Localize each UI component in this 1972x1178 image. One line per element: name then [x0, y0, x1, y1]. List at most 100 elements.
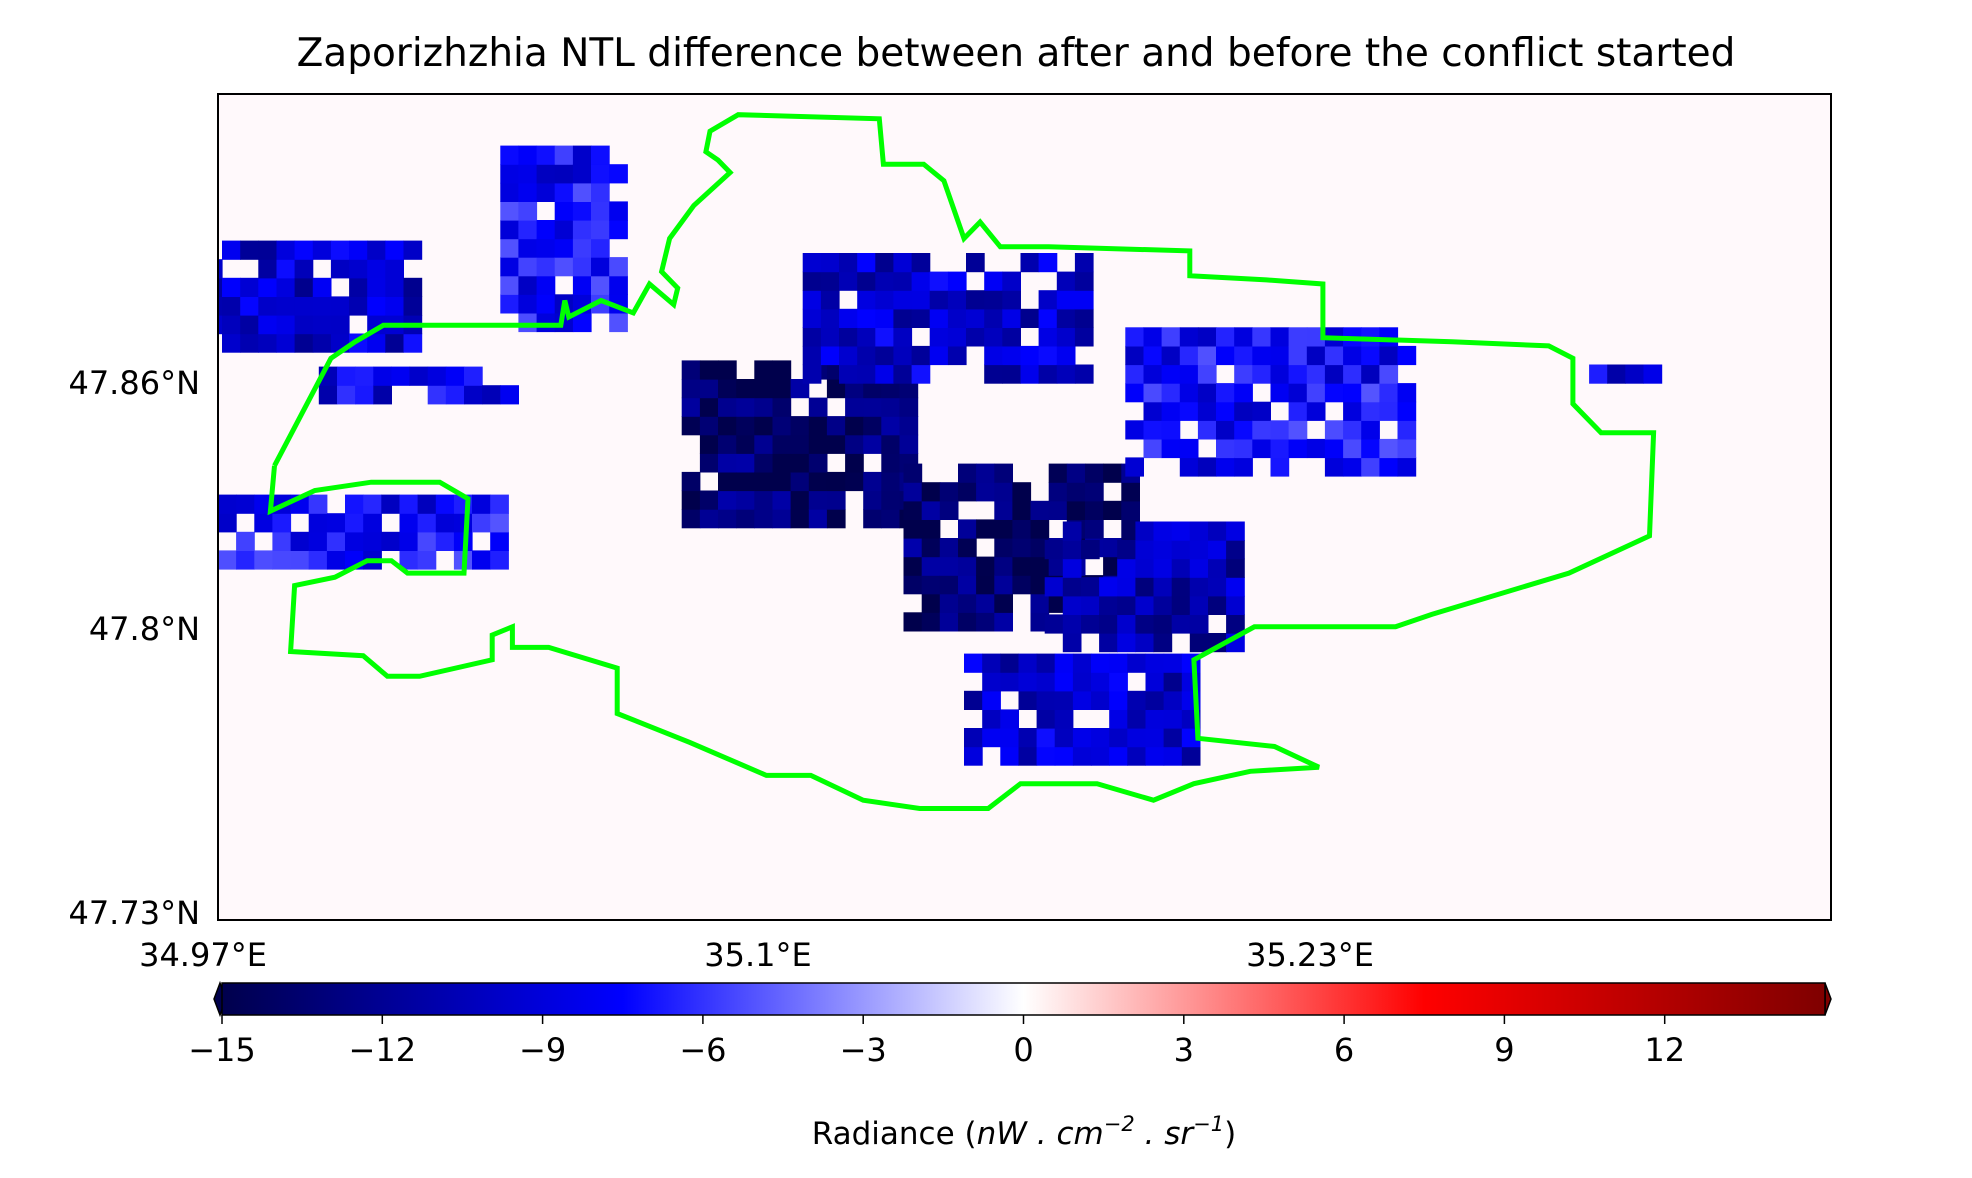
radiance-cell [863, 397, 882, 417]
radiance-cell [1625, 364, 1644, 384]
radiance-cell [1038, 327, 1058, 347]
radiance-cell [754, 379, 773, 399]
radiance-cell [1145, 709, 1165, 729]
radiance-cell [1030, 575, 1050, 595]
radiance-cell [845, 434, 864, 454]
radiance-cell [921, 593, 941, 613]
radiance-cell [1091, 746, 1110, 766]
radiance-cell [1145, 672, 1165, 692]
radiance-cell [839, 253, 858, 273]
x-axis: 34.97°E 35.1°E 35.23°E [139, 936, 1374, 974]
radiance-cell [290, 550, 310, 570]
radiance-cell [1270, 364, 1290, 384]
radiance-cell [802, 345, 822, 366]
radiance-cell [1002, 290, 1021, 310]
radiance-cell [1361, 438, 1380, 459]
radiance-cell [857, 364, 876, 384]
radiance-cell [921, 482, 941, 502]
radiance-cell [1038, 364, 1058, 384]
radiance-cell [276, 240, 296, 260]
radiance-cell [345, 531, 364, 551]
radiance-cell [1163, 728, 1183, 748]
radiance-cell [875, 290, 894, 310]
radiance-cell [736, 509, 755, 529]
radiance-cell [1081, 595, 1100, 615]
radiance-cell [754, 490, 773, 510]
radiance-cell [1324, 383, 1344, 403]
radiance-cell [1038, 345, 1058, 366]
radiance-cell [1379, 327, 1399, 347]
zaporizhzhia-boundary-line [267, 112, 1657, 811]
radiance-cell [1197, 383, 1217, 403]
radiance-cell [820, 271, 840, 291]
radiance-cell [218, 259, 223, 279]
radiance-cell [921, 519, 941, 539]
radiance-cell [736, 379, 755, 399]
radiance-cell [1343, 345, 1362, 366]
radiance-cell [536, 182, 556, 202]
colorbar: −15 −12 −9 −6 −3 0 3 6 9 12 Radiance (nW . cm−2 .… [188, 980, 1832, 1152]
radiance-cell [893, 308, 913, 328]
radiance-cell [754, 434, 773, 454]
radiance-cell [1288, 401, 1308, 421]
radiance-cell [1288, 327, 1308, 347]
radiance-cell [966, 253, 985, 273]
radiance-cell [1179, 364, 1199, 384]
radiance-cell [681, 360, 701, 380]
radiance-cell [754, 397, 773, 417]
radiance-cell [718, 360, 737, 380]
radiance-cell [1091, 728, 1110, 748]
radiance-cell [222, 296, 241, 316]
radiance-cell [1306, 364, 1326, 384]
x-tick-label: 35.1°E [704, 936, 811, 974]
radiance-cell [1038, 290, 1058, 310]
radiance-cell [1044, 614, 1064, 634]
radiance-cell [591, 164, 610, 184]
radiance-cell [808, 471, 828, 492]
radiance-cell [518, 201, 538, 221]
radiance-cell [863, 471, 882, 492]
radiance-cell [875, 364, 894, 384]
radiance-cell [1153, 558, 1173, 578]
radiance-cell [881, 471, 900, 492]
radiance-cell [718, 397, 737, 417]
radiance-cell [681, 397, 701, 417]
radiance-cell [294, 296, 314, 316]
radiance-cell [1117, 540, 1136, 560]
radiance-cell [1270, 438, 1290, 459]
radiance-cell [1135, 595, 1155, 615]
radiance-cell [1072, 728, 1092, 748]
radiance-cell [994, 612, 1013, 632]
radiance-cell [276, 296, 296, 316]
radiance-cell [1020, 253, 1040, 273]
radiance-cell [929, 271, 949, 291]
radiance-cell [381, 531, 400, 551]
radiance-cell [1343, 457, 1362, 477]
radiance-cell [1306, 345, 1326, 366]
radiance-cell [1197, 327, 1217, 347]
radiance-cell [385, 333, 404, 353]
radiance-cell [1127, 690, 1146, 710]
radiance-cell [591, 275, 610, 295]
x-tick-label: 34.97°E [139, 936, 267, 974]
radiance-cell [958, 463, 977, 483]
radiance-cell [1109, 690, 1128, 710]
radiance-cell [1012, 538, 1032, 558]
radiance-cell [554, 164, 574, 184]
radiance-cell [572, 220, 592, 240]
radiance-cell [222, 277, 241, 297]
radiance-cell [911, 253, 931, 273]
radiance-cell [699, 490, 719, 510]
radiance-cell [921, 500, 941, 520]
radiance-cell [1306, 401, 1326, 421]
radiance-cell [718, 416, 737, 436]
radiance-cell [984, 308, 1003, 328]
chart-title: Zaporizhzhia NTL difference between afte… [297, 31, 1736, 76]
radiance-cell [312, 240, 332, 260]
radiance-cell [790, 416, 810, 436]
radiance-cell [1361, 457, 1380, 477]
radiance-cell [820, 327, 840, 347]
radiance-cell [536, 257, 556, 277]
radiance-cell [1163, 672, 1183, 692]
radiance-cell [839, 308, 858, 328]
